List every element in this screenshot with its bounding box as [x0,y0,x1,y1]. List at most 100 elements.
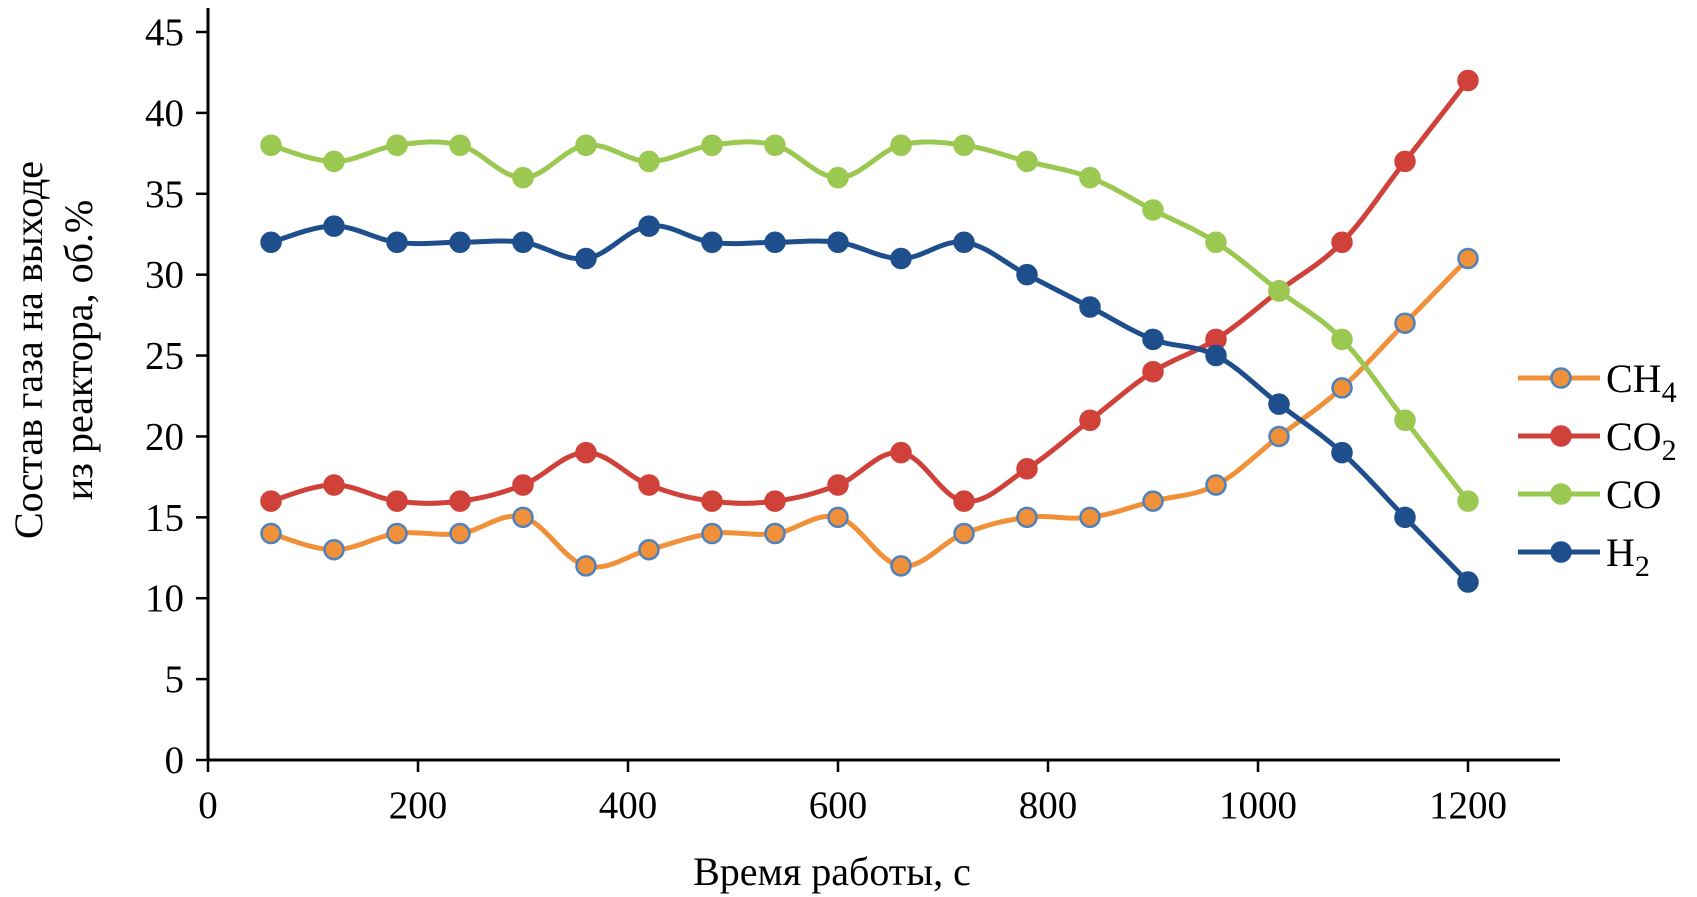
data-point [1331,377,1353,399]
data-point [260,134,282,156]
data-point [1394,150,1416,173]
series-0 [260,247,1479,577]
data-point [764,231,786,254]
legend-swatch-marker [1550,367,1572,389]
data-point [1079,296,1101,318]
legend-label: CO2 [1606,414,1677,467]
data-point [1268,280,1290,302]
data-point [1079,506,1101,529]
data-point [638,150,660,173]
data-point [1457,571,1479,593]
data-point [1079,409,1101,432]
data-point [953,522,975,545]
legend-label: CH4 [1606,356,1677,409]
data-point [1142,360,1164,383]
legend-label: H2 [1606,530,1650,583]
data-point [1205,231,1227,254]
legend-label-name: CO [1606,414,1662,459]
legend-label: CO [1606,472,1662,517]
data-point [890,441,912,464]
data-point [1016,506,1038,529]
y-tick-label: 30 [145,254,184,297]
data-point [1268,393,1290,415]
y-tick-label: 25 [145,335,184,378]
data-point [953,134,975,156]
data-point [1142,199,1164,221]
data-point [1457,247,1479,270]
legend-label-name: CO [1606,472,1662,517]
data-point [764,522,786,545]
data-point [323,474,345,496]
data-point [1394,506,1416,529]
axes: 0 5 10 15 20 25 30 35 40 45 0 200 400 600 800 1000 1200 [145,8,1560,827]
data-point [827,506,849,529]
data-point [890,247,912,270]
data-point [575,441,597,464]
x-tick-label: 800 [1019,784,1078,827]
data-point [512,474,534,496]
x-tick-label: 400 [599,784,658,827]
data-point [953,231,975,254]
series-2 [260,134,1479,512]
x-tick-label: 0 [198,784,218,827]
series-1 [260,69,1479,512]
x-axis-title: Время работы, с [693,849,971,894]
x-tick-label: 600 [809,784,868,827]
data-point [1016,150,1038,173]
legend-label-subscript: 4 [1662,376,1677,409]
data-point [1016,263,1038,286]
data-point [638,538,660,561]
data-point [449,522,471,545]
data-point [764,490,786,512]
data-point [386,490,408,512]
data-point [701,134,723,156]
data-point [449,231,471,254]
data-point [1331,328,1353,351]
data-point [575,134,597,156]
data-point [638,474,660,496]
data-point [827,166,849,189]
y-axis-title-line2: из реактора, об.% [56,200,101,501]
y-tick-label: 5 [165,658,185,701]
y-tick-label: 45 [145,11,184,54]
y-tick-label: 15 [145,496,184,539]
series-group [260,69,1479,593]
y-tick-label: 10 [145,577,184,620]
data-point [323,215,345,237]
legend-label-subscript: 2 [1635,550,1650,583]
data-point [953,490,975,512]
data-point [260,522,282,545]
data-point [890,555,912,577]
legend-swatch-marker [1550,483,1572,505]
data-point [575,555,597,577]
data-point [701,522,723,545]
data-point [386,522,408,545]
y-tick-label: 0 [165,739,185,782]
y-axis-title-line1: Состав газа на выходе [6,161,51,539]
data-point [1142,328,1164,351]
y-tick-label: 20 [145,415,184,458]
data-point [575,247,597,270]
x-tick-label: 200 [389,784,448,827]
data-point [701,231,723,254]
data-point [449,490,471,512]
data-point [1142,490,1164,512]
data-point [386,231,408,254]
data-point [449,134,471,156]
legend-swatch-marker [1550,425,1572,447]
data-point [1457,69,1479,92]
y-tick-label: 35 [145,173,184,216]
data-point [512,166,534,189]
legend-label-subscript: 2 [1662,434,1677,467]
data-point [386,134,408,156]
data-point [260,490,282,512]
data-point [512,231,534,254]
data-point [512,506,534,529]
data-point [1457,490,1479,512]
data-point [1394,409,1416,432]
series-line [270,139,1470,503]
data-point [890,134,912,156]
series-3 [260,215,1479,593]
